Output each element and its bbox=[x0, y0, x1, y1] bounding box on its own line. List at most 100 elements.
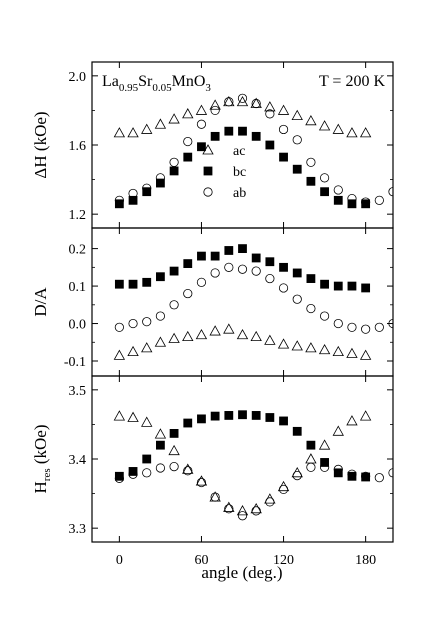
data-point-bc bbox=[210, 131, 220, 141]
data-point-ac bbox=[168, 113, 180, 124]
y-tick-label: 0.0 bbox=[69, 318, 87, 333]
data-point-ab bbox=[319, 311, 330, 321]
data-point-ac bbox=[168, 444, 180, 456]
data-point-ab bbox=[142, 317, 152, 327]
data-point-ab bbox=[278, 124, 289, 135]
data-point-ac bbox=[236, 328, 249, 340]
series-ab bbox=[114, 462, 393, 521]
data-point-ab bbox=[374, 473, 384, 483]
series-bc bbox=[114, 410, 371, 482]
data-point-ab bbox=[251, 266, 261, 276]
data-point-bc bbox=[114, 279, 124, 289]
data-point-ab bbox=[155, 311, 166, 321]
data-point-ab bbox=[306, 157, 316, 167]
data-point-ab bbox=[306, 303, 316, 314]
data-point-ab bbox=[114, 322, 124, 332]
data-point-ab bbox=[128, 188, 138, 199]
data-point-ac bbox=[209, 99, 221, 110]
data-point-bc bbox=[251, 131, 261, 141]
data-point-ab bbox=[361, 324, 371, 334]
data-point-ac bbox=[168, 332, 180, 343]
y-tick-label: 0.1 bbox=[69, 280, 87, 295]
data-point-ab bbox=[374, 322, 384, 332]
data-point-ac bbox=[264, 334, 276, 345]
data-point-bc bbox=[238, 410, 247, 420]
x-tick-label: 60 bbox=[194, 553, 208, 568]
y-tick-label: 1.6 bbox=[69, 139, 87, 154]
data-point-bc bbox=[320, 187, 329, 197]
data-point-ab bbox=[183, 466, 193, 476]
series-bc bbox=[114, 244, 371, 293]
data-point-ab bbox=[388, 318, 393, 329]
data-point-bc bbox=[142, 454, 152, 464]
data-point-ac bbox=[305, 342, 317, 353]
data-point-ac bbox=[141, 416, 153, 427]
data-point-ab bbox=[224, 97, 234, 107]
data-point-bc bbox=[320, 458, 329, 467]
data-point-ac bbox=[346, 415, 358, 426]
legend-marker-ab bbox=[203, 187, 213, 197]
compound-label: La0.95Sr0.05MnO3 bbox=[102, 73, 211, 94]
data-point-ac bbox=[250, 330, 262, 342]
data-point-ab bbox=[347, 469, 357, 479]
y-tick-label: 2.0 bbox=[69, 70, 87, 85]
data-point-ab bbox=[265, 273, 275, 284]
series-ab bbox=[114, 262, 393, 334]
x-tick-label: 120 bbox=[273, 553, 294, 568]
y-tick-label: -0.1 bbox=[64, 355, 86, 370]
data-point-bc bbox=[347, 199, 357, 209]
data-point-ab bbox=[128, 469, 138, 479]
data-point-bc bbox=[361, 283, 371, 293]
data-point-bc bbox=[292, 426, 302, 436]
data-point-bc bbox=[238, 244, 247, 254]
data-point-bc bbox=[210, 411, 220, 421]
data-point-bc bbox=[265, 413, 275, 422]
data-point-ac bbox=[127, 345, 139, 357]
data-point-ab bbox=[388, 468, 393, 478]
data-point-ab bbox=[333, 318, 343, 329]
data-point-ab bbox=[374, 195, 384, 205]
data-point-bc bbox=[251, 411, 261, 420]
data-point-bc bbox=[306, 440, 316, 450]
panel-Hres: 3.3 3.4 3.5 Hres (kOe) 0 60 120 180 bbox=[31, 375, 394, 568]
data-point-ac bbox=[127, 127, 139, 138]
data-point-bc bbox=[197, 142, 206, 152]
data-point-ab bbox=[265, 109, 275, 119]
y-axis-label-dH: ΔH (kOe) bbox=[31, 111, 50, 178]
y-tick-label: 3.5 bbox=[69, 384, 87, 399]
legend-label-ac: ac bbox=[233, 144, 245, 159]
data-point-ab bbox=[196, 277, 207, 287]
data-point-ab bbox=[155, 463, 166, 473]
data-point-bc bbox=[156, 440, 165, 450]
data-point-ac bbox=[332, 425, 344, 436]
data-point-bc bbox=[292, 164, 302, 174]
data-point-ac bbox=[346, 127, 358, 138]
data-point-ab bbox=[114, 473, 124, 483]
data-point-ab bbox=[278, 484, 289, 495]
data-point-bc bbox=[306, 274, 316, 283]
x-tick-label: 0 bbox=[116, 553, 123, 568]
data-point-ab bbox=[169, 300, 179, 310]
data-point-ab bbox=[169, 157, 179, 167]
data-point-ab bbox=[306, 462, 316, 472]
data-point-ab bbox=[237, 93, 248, 103]
data-point-ac bbox=[154, 118, 167, 129]
panels: 1.2 1.6 2.0 ΔH (kOe) La0.95Sr0.05MnO3 T = 200… bbox=[31, 61, 394, 568]
data-point-ab bbox=[333, 464, 343, 474]
x-axis-label: angle (deg.) bbox=[201, 563, 282, 582]
data-point-bc bbox=[279, 416, 288, 426]
data-point-bc bbox=[251, 253, 261, 263]
legend: ac bc ab bbox=[202, 144, 246, 201]
data-point-bc bbox=[142, 187, 152, 197]
data-point-ac bbox=[346, 347, 358, 358]
data-point-ab bbox=[183, 136, 193, 147]
data-point-ac bbox=[113, 127, 126, 138]
data-point-ac bbox=[236, 505, 249, 516]
data-point-bc bbox=[169, 429, 179, 438]
data-point-bc bbox=[128, 467, 138, 476]
y-axis-label-DA: D/A bbox=[31, 287, 50, 317]
data-point-ac bbox=[277, 104, 290, 115]
data-point-ac bbox=[182, 463, 194, 474]
data-point-bc bbox=[224, 411, 234, 420]
